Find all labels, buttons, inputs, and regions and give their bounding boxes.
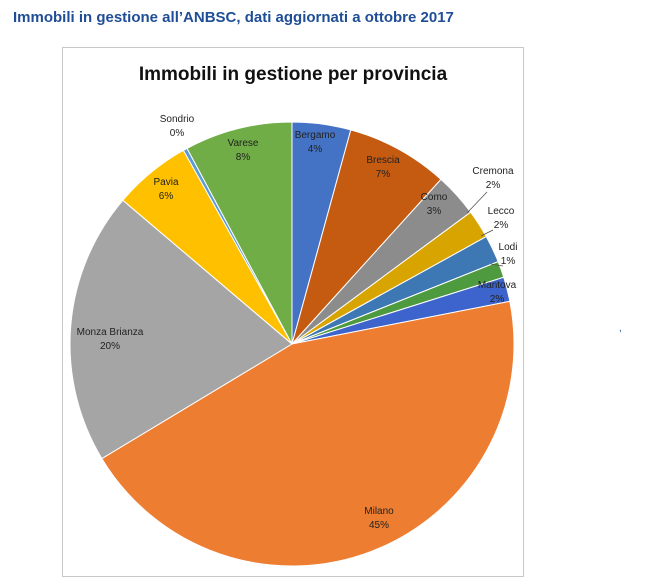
leader-line-lodi xyxy=(490,263,504,267)
slice-label-lecco: Lecco xyxy=(488,206,515,217)
slice-label-cremona: Cremona xyxy=(472,166,514,177)
slice-label-bergamo: Bergamo xyxy=(295,130,336,141)
slice-label-sondrio: Sondrio xyxy=(160,114,195,125)
slice-label-mantova: Mantova xyxy=(478,280,517,291)
pie-slice-monza-brianza xyxy=(69,199,293,460)
pie-slice-milano xyxy=(101,300,515,567)
leader-line-cremona xyxy=(466,191,488,214)
slice-label-monza-brianza: Monza Brianza xyxy=(77,327,144,338)
slice-label-como: Como xyxy=(421,192,448,203)
slice-percent-varese: 8% xyxy=(236,152,251,163)
leader-line-lecco xyxy=(480,229,494,237)
slice-percent-lodi: 1% xyxy=(501,256,516,267)
slice-percent-lecco: 2% xyxy=(494,220,509,231)
chart-frame: Immobili in gestione per provincia Berga… xyxy=(62,47,524,577)
slice-percent-sondrio: 0% xyxy=(170,128,185,139)
slice-label-milano: Milano xyxy=(364,506,394,517)
slice-percent-mantova: 2% xyxy=(490,294,505,305)
slice-percent-como: 3% xyxy=(427,206,442,217)
stray-mark: , xyxy=(619,323,622,334)
slice-percent-cremona: 2% xyxy=(486,180,501,191)
pie-chart: Bergamo 4% Brescia 7% Como 3% Cremona 2% Lecco 2%… xyxy=(69,114,518,567)
slice-label-varese: Varese xyxy=(228,138,259,149)
slice-percent-bergamo: 4% xyxy=(308,144,323,155)
slice-label-pavia: Pavia xyxy=(153,177,178,188)
slice-percent-pavia: 6% xyxy=(159,191,174,202)
page-title: Immobili in gestione all’ANBSC, dati agg… xyxy=(13,9,454,26)
pie-slice-varese xyxy=(186,121,293,345)
slice-percent-brescia: 7% xyxy=(376,169,391,180)
pie-slice-brescia xyxy=(291,129,442,345)
slice-percent-monza-brianza: 20% xyxy=(100,341,120,352)
chart-title: Immobili in gestione per provincia xyxy=(138,64,448,85)
slice-label-brescia: Brescia xyxy=(366,155,400,166)
slice-label-lodi: Lodi xyxy=(499,242,518,253)
slice-percent-milano: 45% xyxy=(369,520,389,531)
